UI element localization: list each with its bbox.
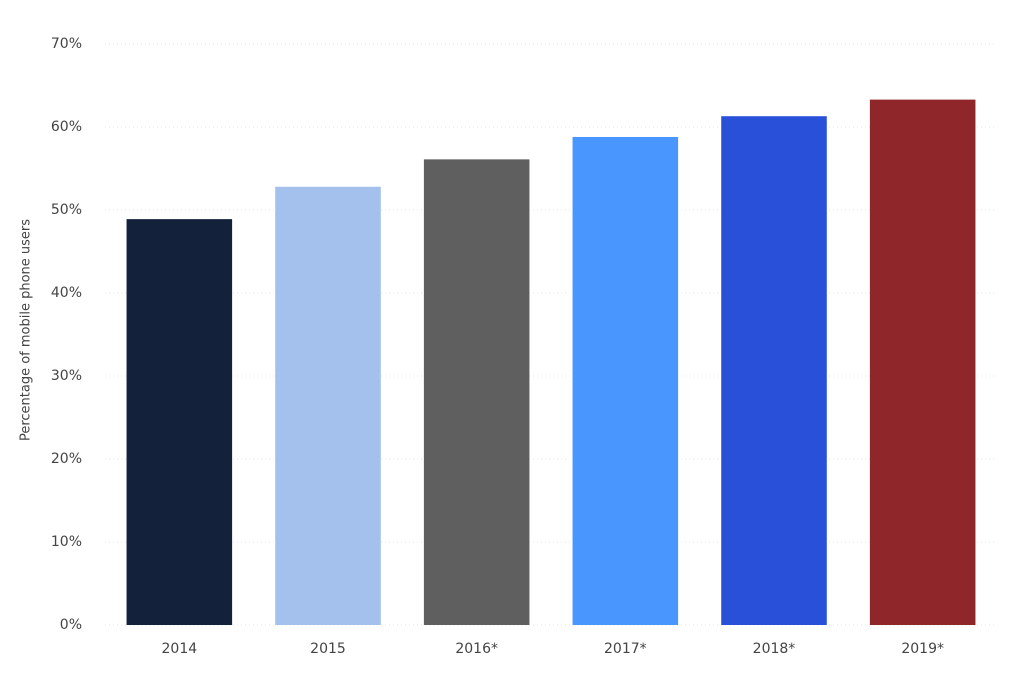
x-tick-label: 2014 [162,641,198,657]
x-tick-label: 2018* [753,641,796,657]
y-tick-label: 30% [51,368,82,384]
x-tick-label: 2016* [455,641,498,657]
bar [275,186,381,625]
y-tick-label: 70% [51,36,82,52]
x-tick-label: 2019* [901,641,944,657]
y-tick-label: 50% [51,202,82,218]
y-tick-label: 60% [51,119,82,135]
y-tick-label: 20% [51,451,82,467]
x-tick-label: 2017* [604,641,647,657]
bar [423,159,530,625]
y-tick-label: 40% [51,285,82,301]
y-tick-label: 0% [60,617,82,633]
bar [721,116,827,626]
bar [869,99,976,626]
bar [126,219,233,625]
y-axis-label: Percentage of mobile phone users [19,219,34,441]
y-tick-label: 10% [51,534,82,550]
bar [572,136,679,625]
x-tick-label: 2015 [310,641,346,657]
